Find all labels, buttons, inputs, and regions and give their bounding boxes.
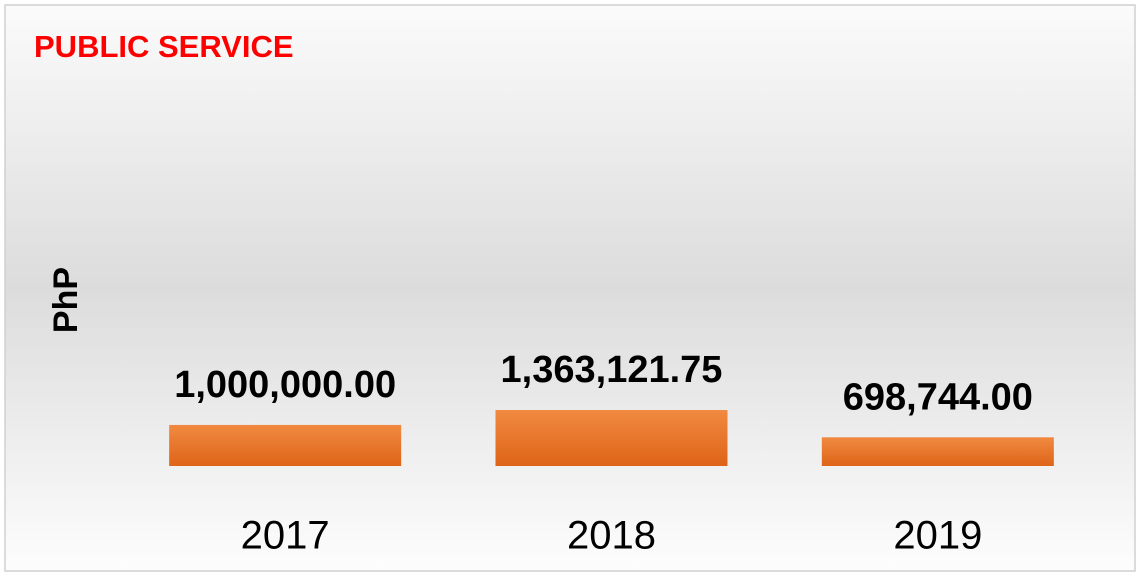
data-label: 1,000,000.00 xyxy=(174,364,396,406)
bar xyxy=(821,437,1054,466)
x-tick-label: 2019 xyxy=(893,514,982,558)
chart-title: PUBLIC SERVICE xyxy=(34,29,294,64)
x-tick-label: 2017 xyxy=(241,514,330,558)
chart-background xyxy=(4,4,1136,572)
bar xyxy=(495,410,728,466)
x-tick-label: 2018 xyxy=(567,514,656,558)
bar xyxy=(169,424,402,466)
y-axis-label: PhP xyxy=(47,267,85,333)
data-label: 1,363,121.75 xyxy=(501,349,723,391)
data-label: 698,744.00 xyxy=(843,376,1033,418)
